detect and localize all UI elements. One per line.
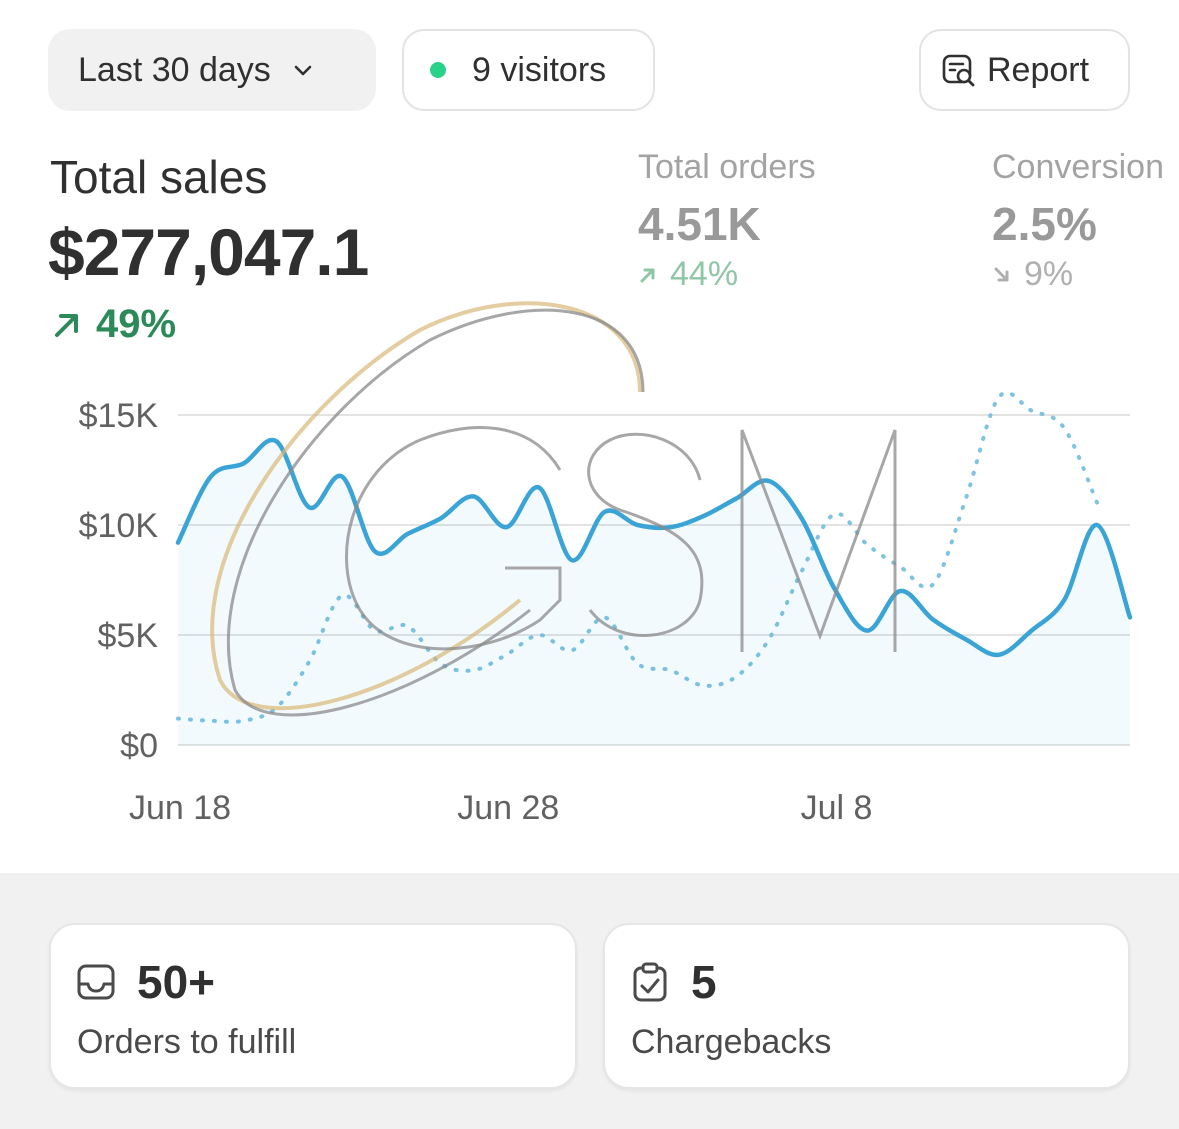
visitors-label: 9 visitors xyxy=(472,50,607,89)
sales-series-area xyxy=(178,439,1130,745)
sales-line-chart[interactable]: $0 $5K $10K $15K Jun 18 Jun 28 Jul 8 xyxy=(0,370,1179,840)
chevron-down-icon xyxy=(294,65,312,76)
x-tick-label: Jul 8 xyxy=(801,789,873,827)
inbox-icon xyxy=(77,964,115,1000)
x-tick-label: Jun 18 xyxy=(129,789,231,827)
orders-to-fulfill-card[interactable]: 50+ Orders to fulfill xyxy=(49,923,577,1089)
chargebacks-card[interactable]: 5 Chargebacks xyxy=(603,923,1130,1089)
arrow-down-right-icon xyxy=(994,267,1009,281)
conversion-change-value: 9% xyxy=(1024,255,1074,293)
y-tick-label: $0 xyxy=(120,727,158,765)
arrow-up-right-icon xyxy=(640,268,655,282)
x-tick-label: Jun 28 xyxy=(457,789,559,827)
report-button[interactable]: Report xyxy=(919,29,1130,111)
total-orders-change: 44% xyxy=(638,255,816,294)
total-orders-metric[interactable]: Total orders 4.51K 44% xyxy=(638,148,816,294)
chargebacks-head: 5 xyxy=(629,955,717,1009)
live-visitors-button[interactable]: 9 visitors xyxy=(402,29,655,111)
orders-to-fulfill-count: 50+ xyxy=(137,956,216,1008)
total-sales-label: Total sales xyxy=(50,151,268,203)
total-orders-label: Total orders xyxy=(638,148,816,186)
total-orders-value: 4.51K xyxy=(638,198,761,250)
conversion-metric[interactable]: Conversion 2.5% 9% xyxy=(992,148,1164,294)
chargebacks-label: Chargebacks xyxy=(631,1023,832,1061)
summary-cards-section: 50+ Orders to fulfill 5 Chargebacks xyxy=(0,873,1179,1129)
total-sales-change: 49% xyxy=(50,302,176,347)
live-status-dot xyxy=(430,62,446,78)
orders-to-fulfill-head: 50+ xyxy=(75,955,215,1009)
report-label: Report xyxy=(987,50,1090,89)
y-tick-label: $10K xyxy=(79,507,159,545)
conversion-value: 2.5% xyxy=(992,198,1097,250)
chargebacks-count: 5 xyxy=(691,956,717,1008)
report-search-icon xyxy=(942,54,975,87)
orders-to-fulfill-label: Orders to fulfill xyxy=(77,1023,297,1061)
conversion-label: Conversion xyxy=(992,148,1164,186)
total-sales-value: $277,047.1 xyxy=(48,215,369,289)
y-tick-label: $15K xyxy=(79,397,159,435)
y-tick-label: $5K xyxy=(98,617,159,655)
conversion-change: 9% xyxy=(992,255,1164,294)
date-range-button[interactable]: Last 30 days xyxy=(48,29,376,111)
analytics-panel: Last 30 days 9 visitors Report Total sal… xyxy=(0,29,1179,840)
total-orders-change-value: 44% xyxy=(670,255,739,293)
date-range-label: Last 30 days xyxy=(78,50,271,89)
clipboard-check-icon xyxy=(633,962,667,1002)
arrow-up-right-icon xyxy=(55,313,78,337)
total-sales-change-value: 49% xyxy=(96,302,177,346)
